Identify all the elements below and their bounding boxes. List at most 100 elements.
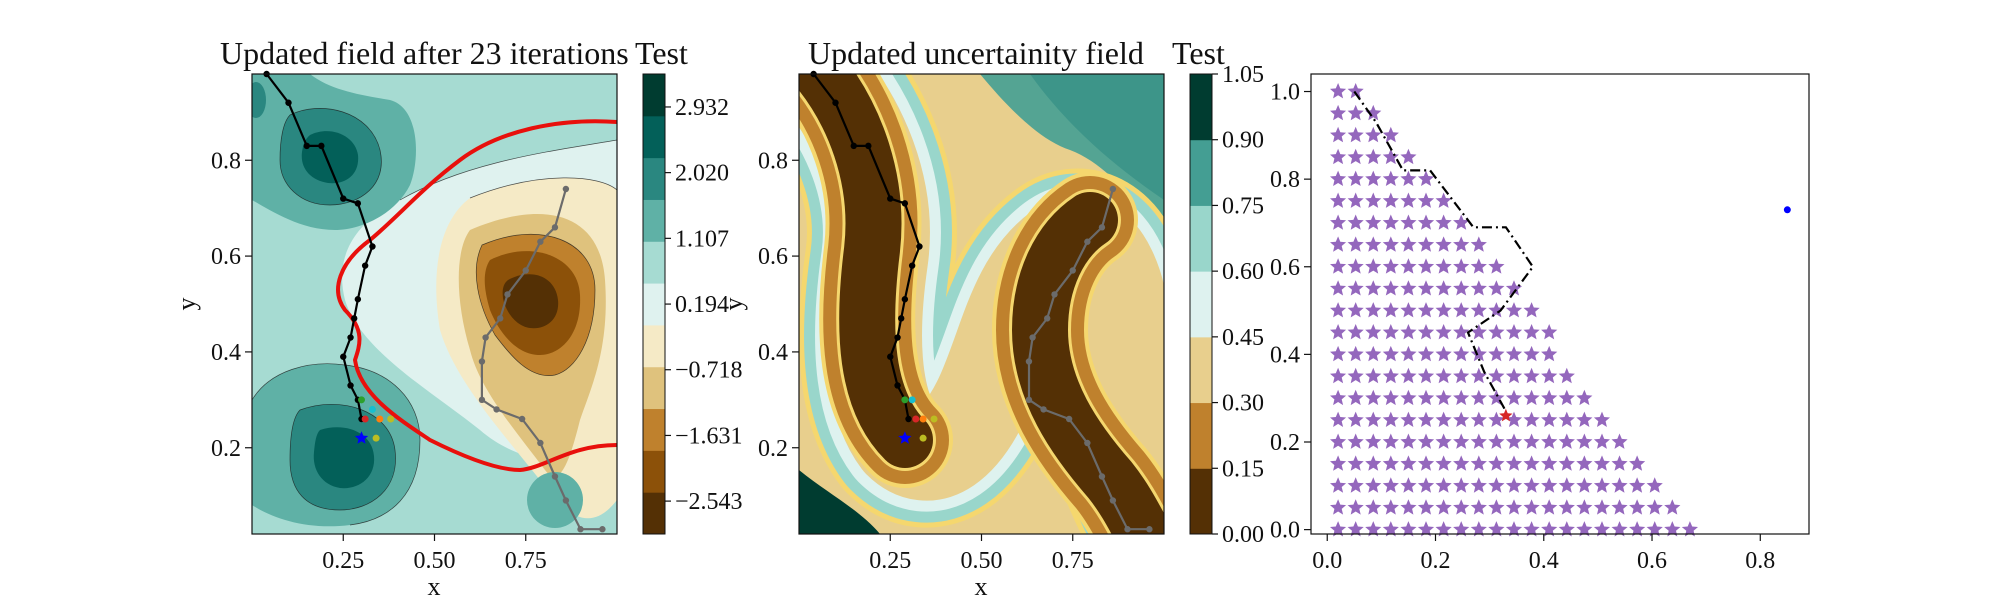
field-colorbar-tick-label: 2.932: [675, 95, 729, 121]
field-dot-marker: [368, 405, 376, 413]
grid-star-marker: [1400, 280, 1417, 296]
grid-star-marker: [1576, 411, 1593, 427]
field-path-point: [340, 195, 347, 202]
scatter-y-tick-label: 0.4: [1270, 342, 1300, 368]
uncertainty-y-axis: 0.2 0.4 0.6 0.8: [758, 148, 799, 462]
uncertainty-path2-point: [1146, 526, 1153, 533]
grid-star-marker: [1435, 455, 1452, 471]
grid-star-marker: [1646, 499, 1663, 515]
scatter-stars: [1330, 83, 1698, 537]
field-colorbar-tick-label: 1.107: [675, 226, 729, 252]
grid-star-marker: [1453, 258, 1470, 274]
grid-star-marker: [1523, 345, 1540, 362]
field-x-tick-label: 0.50: [414, 548, 456, 574]
grid-star-marker: [1453, 236, 1470, 252]
field-path2-line: [480, 188, 603, 531]
grid-star-marker: [1417, 280, 1435, 296]
field-colorbar-segment: [643, 450, 665, 493]
uncertainty-y-tick-label: 0.8: [758, 148, 788, 174]
field-path-point: [351, 315, 358, 322]
grid-star-marker: [1593, 477, 1610, 493]
grid-star-marker: [1365, 521, 1382, 537]
grid-star-marker: [1417, 367, 1435, 384]
uncertainty-right-band-4: [1012, 192, 1164, 534]
grid-star-marker: [1382, 477, 1399, 493]
grid-star-marker: [1435, 433, 1452, 449]
uncertainty-star-marker: [898, 431, 912, 444]
grid-star-marker: [1382, 258, 1399, 274]
uncertainty-core-strokes: [799, 74, 1164, 534]
scatter-x-tick-label: 0.4: [1529, 548, 1559, 574]
field-x-axis: 0.25 0.50 0.75: [322, 534, 547, 574]
uncertainty-paths: [810, 70, 1153, 533]
grid-star-marker: [1523, 367, 1540, 384]
grid-star-marker: [1365, 367, 1382, 384]
grid-star-marker: [1488, 345, 1505, 362]
grid-star-marker: [1523, 389, 1540, 406]
grid-star-marker: [1576, 477, 1593, 493]
uncertainty-colorbar-frame: [1189, 73, 1213, 535]
grid-star-marker: [1470, 389, 1487, 406]
grid-star-marker: [1330, 302, 1347, 318]
uncertainty-path-point: [850, 142, 857, 150]
uncertainty-path2-point: [1025, 396, 1033, 404]
field-contour-line-6: [252, 363, 421, 526]
grid-star-marker: [1488, 521, 1505, 537]
grid-star-marker: [1417, 411, 1435, 427]
grid-star-marker: [1365, 280, 1382, 296]
grid-star-marker: [1523, 324, 1540, 340]
grid-star-marker: [1417, 345, 1435, 362]
grid-star-marker: [1453, 455, 1470, 471]
field-colorbar-tick-label: −2.543: [675, 489, 743, 515]
grid-star-marker: [1330, 345, 1347, 362]
grid-star-marker: [1382, 280, 1399, 296]
uncertainty-colorbar: 1.05 0.90 0.75 0.60 0.45 0.30 0.15 0.00: [1189, 62, 1264, 548]
grid-star-marker: [1576, 455, 1593, 471]
field-colorbar-tick-label: −1.631: [675, 423, 743, 449]
field-path-point: [340, 353, 347, 360]
field-path2-point: [577, 526, 584, 533]
field-colorbar-segment: [643, 241, 665, 284]
field-y-tick-label: 0.8: [211, 148, 241, 174]
uncertainty-path2-point: [1084, 238, 1091, 245]
field-colorbar-segment: [643, 74, 665, 117]
grid-star-marker: [1611, 455, 1628, 471]
grid-star-marker: [1541, 345, 1558, 362]
grid-star-marker: [1365, 302, 1382, 318]
scatter-plot-frame: [1310, 73, 1810, 535]
field-path2-point: [562, 185, 570, 193]
uncertainty-colorbar-tick-label: 0.15: [1222, 456, 1264, 482]
field-x-tick-label: 0.25: [322, 548, 364, 574]
grid-star-marker: [1505, 302, 1523, 318]
field-path-point: [354, 200, 362, 207]
grid-star-marker: [1558, 389, 1575, 406]
grid-star-marker: [1541, 367, 1558, 384]
grid-star-marker: [1382, 411, 1399, 427]
field-path-point: [369, 243, 376, 250]
uncertainty-dot-marker: [919, 434, 927, 442]
field-path2-point: [551, 473, 559, 480]
grid-star-marker: [1470, 367, 1487, 384]
field-path2-point: [497, 315, 504, 322]
grid-star-marker: [1347, 367, 1364, 384]
grid-star-marker: [1347, 236, 1364, 252]
grid-star-marker: [1365, 126, 1382, 143]
field-dot-marker: [361, 415, 369, 423]
grid-star-marker: [1541, 411, 1558, 427]
grid-star-marker: [1435, 345, 1452, 362]
field-contour-line-1: [279, 108, 382, 206]
grid-star-marker: [1593, 433, 1610, 449]
grid-star-marker: [1488, 433, 1505, 449]
grid-star-marker: [1470, 499, 1487, 515]
grid-star-marker: [1330, 148, 1347, 165]
field-contour-basin-5: [502, 274, 559, 329]
grid-star-marker: [1330, 389, 1347, 406]
grid-star-marker: [1347, 83, 1364, 99]
grid-star-marker: [1558, 411, 1575, 427]
grid-star-marker: [1330, 214, 1347, 230]
grid-star-marker: [1400, 433, 1417, 449]
uncertainty-colorbar-title: Test: [1172, 35, 1225, 71]
grid-star-marker: [1470, 521, 1487, 537]
field-path-point: [303, 142, 310, 150]
scatter-y-tick-label: 1.0: [1270, 80, 1300, 106]
